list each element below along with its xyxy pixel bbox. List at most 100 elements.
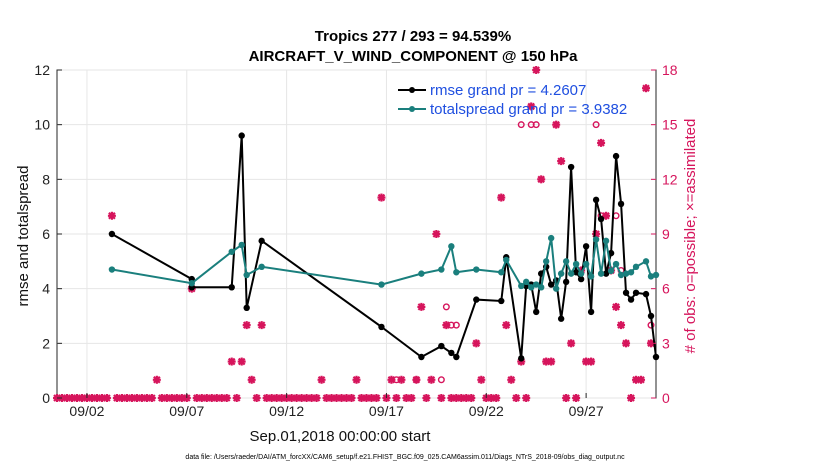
- marker-stroke: [602, 211, 610, 220]
- assimilated-count-marker: [107, 211, 116, 220]
- marker-stroke: [497, 193, 506, 202]
- marker-stroke: [347, 394, 356, 402]
- marker-stroke: [392, 394, 401, 402]
- y-tick-label: 6: [42, 226, 50, 242]
- rmse-point: [498, 297, 505, 305]
- totalspread-point: [577, 270, 585, 277]
- assimilated-count-marker: [317, 375, 326, 384]
- rmse-point: [518, 355, 525, 362]
- y-axis-label: rmse and totalspread: [15, 166, 32, 307]
- y-tick-label: 10: [34, 117, 50, 133]
- y2-axis-label: # of obs: o=possible; ×=assimilated: [682, 119, 699, 354]
- totalspread-point: [587, 273, 595, 280]
- marker-stroke: [352, 375, 361, 384]
- totalspread-point: [523, 278, 530, 286]
- assimilated-count-marker: [642, 84, 651, 93]
- marker-stroke: [572, 394, 580, 402]
- y-tick-label: 0: [42, 390, 50, 406]
- legend-rmse-label: rmse grand pr = 4.2607: [430, 82, 586, 99]
- rmse-point: [572, 269, 580, 276]
- assimilated-count-marker: [587, 357, 596, 366]
- rmse-point: [562, 278, 570, 286]
- y2-tick-label: 15: [662, 117, 678, 133]
- y-tick-label: 2: [42, 335, 50, 351]
- assimilated-count-marker: [562, 394, 571, 402]
- marker-stroke: [387, 375, 396, 384]
- marker-stroke: [242, 321, 251, 329]
- assimilated-count-marker: [247, 375, 256, 384]
- data-file-footer: data file: /Users/raeder/DAI/ATM_forcXX/…: [185, 454, 625, 461]
- assimilated-count-marker: [252, 394, 261, 402]
- marker-stroke: [567, 339, 575, 348]
- assimilated-count-marker: [467, 394, 476, 402]
- totalspread-point: [602, 237, 610, 245]
- possible-count-marker: [592, 121, 600, 129]
- totalspread-point: [627, 269, 635, 276]
- marker-stroke: [427, 375, 436, 384]
- marker-stroke: [153, 375, 161, 384]
- totalspread-point: [592, 236, 600, 243]
- assimilated-count-marker: [377, 193, 386, 202]
- rmse-point: [592, 196, 600, 204]
- assimilated-count-marker: [612, 302, 621, 311]
- assimilated-count-marker: [477, 375, 486, 384]
- marker-stroke: [522, 394, 530, 402]
- marker-stroke: [252, 394, 261, 402]
- marker-stroke: [597, 139, 605, 147]
- marker-stroke: [442, 321, 451, 329]
- rmse-point: [602, 270, 610, 277]
- chart-title-line2: AIRCRAFT_V_WIND_COMPONENT @ 150 hPa: [249, 48, 579, 65]
- totalspread-point: [572, 260, 580, 268]
- rmse-point: [647, 312, 655, 320]
- assimilated-count-marker: [512, 394, 521, 402]
- totalspread-point: [448, 243, 455, 250]
- marker-stroke: [422, 394, 431, 402]
- rmse-point: [533, 308, 540, 316]
- totalspread-point: [258, 263, 265, 270]
- marker-stroke: [552, 120, 560, 129]
- x-tick-label: 09/02: [69, 403, 104, 419]
- totalspread-point: [597, 270, 605, 277]
- assimilated-count-marker: [527, 102, 536, 111]
- totalspread-point: [562, 258, 570, 265]
- tick-layer: 0 2 4 6 8 10 12 0 3 6 9 12 15 18 09/02 09/07 09/12 09/17 0…: [34, 62, 677, 419]
- totalspread-point: [418, 270, 425, 277]
- marker-stroke: [257, 321, 266, 329]
- rmse-point: [108, 230, 116, 238]
- legend: rmse grand pr = 4.2607 totalspread grand…: [398, 82, 627, 118]
- series-layer: [108, 132, 660, 362]
- y-tick-label: 4: [42, 281, 50, 297]
- x-tick-label: 09/17: [369, 403, 404, 419]
- chart-title-line1: Tropics 277 / 293 = 94.539%: [315, 28, 511, 45]
- possible-count-marker: [452, 321, 460, 329]
- assimilated-count-marker: [227, 357, 236, 366]
- rmse-point: [378, 323, 385, 331]
- assimilated-count-marker: [152, 375, 161, 384]
- totalspread-point: [438, 266, 445, 273]
- rmse-point: [607, 249, 615, 257]
- y2-tick-label: 9: [662, 226, 670, 242]
- totalspread-point: [547, 234, 555, 242]
- totalspread-point: [607, 267, 615, 275]
- assimilated-count-marker: [547, 357, 556, 366]
- x-tick-label: 09/07: [169, 403, 204, 419]
- totalspread-point: [542, 258, 550, 265]
- rmse-point: [238, 132, 245, 139]
- marker-stroke: [492, 394, 501, 402]
- marker-stroke: [227, 357, 236, 366]
- possible-count-marker: [532, 121, 540, 129]
- rmse-point: [617, 200, 625, 208]
- assimilated-count-marker: [522, 394, 531, 402]
- rmse-point: [577, 275, 585, 283]
- rmse-point: [557, 315, 565, 322]
- marker-stroke: [237, 357, 246, 366]
- rmse-point: [448, 349, 455, 357]
- assimilated-count-marker: [627, 394, 636, 402]
- totalspread-point: [533, 281, 540, 288]
- assimilated-count-marker: [557, 157, 566, 166]
- assimilated-count-marker: [537, 175, 546, 184]
- marker-stroke: [637, 375, 645, 384]
- rmse-point: [612, 152, 620, 160]
- possible-count-marker: [392, 376, 400, 384]
- totalspread-point: [528, 284, 535, 291]
